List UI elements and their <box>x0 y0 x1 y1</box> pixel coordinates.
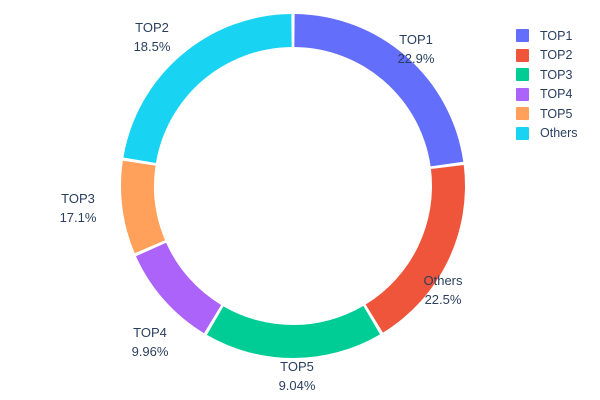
legend-swatch-icon <box>516 107 529 121</box>
donut-slice-top5[interactable] <box>121 160 166 254</box>
chart-legend: TOP1 TOP2 TOP3 TOP4 TOP5 Others <box>516 26 596 143</box>
legend-swatch-icon <box>516 87 529 101</box>
legend-item-top4[interactable]: TOP4 <box>516 85 596 105</box>
donut-slice-top4[interactable] <box>135 242 222 334</box>
legend-item-others[interactable]: Others <box>516 124 596 144</box>
legend-item-top3[interactable]: TOP3 <box>516 65 596 85</box>
legend-swatch-icon <box>516 48 529 62</box>
donut-slice-top3[interactable] <box>206 305 381 358</box>
legend-item-top1[interactable]: TOP1 <box>516 26 596 46</box>
donut-slice-top1[interactable] <box>294 14 464 167</box>
slice-label-value-top1: 22.9% <box>398 51 435 66</box>
donut-slice-others[interactable] <box>123 14 292 163</box>
legend-item-label: Others <box>540 126 578 141</box>
legend-item-top5[interactable]: TOP5 <box>516 104 596 124</box>
slice-label-name-others: Others <box>423 273 463 288</box>
donut-slices <box>121 14 465 358</box>
slice-label-name-top1: TOP1 <box>399 32 433 47</box>
slice-label-name-top2: TOP2 <box>135 20 169 35</box>
legend-item-top2[interactable]: TOP2 <box>516 46 596 66</box>
slice-label-value-top2: 18.5% <box>134 39 171 54</box>
legend-swatch-icon <box>516 29 529 43</box>
slice-label-value-top5: 9.04% <box>279 378 316 393</box>
legend-item-label: TOP3 <box>540 67 573 82</box>
donut-slice-labels: TOP1 22.9% TOP2 18.5% TOP3 17.1% TOP4 9.96% TOP5… <box>60 20 463 393</box>
slice-label-name-top5: TOP5 <box>280 359 314 374</box>
slice-label-value-others: 22.5% <box>425 292 462 307</box>
slice-label-value-top4: 9.96% <box>132 344 169 359</box>
legend-swatch-icon <box>516 68 529 82</box>
slice-label-name-top3: TOP3 <box>61 191 95 206</box>
legend-item-label: TOP1 <box>540 28 573 43</box>
legend-item-label: TOP4 <box>540 87 573 102</box>
slice-label-name-top4: TOP4 <box>133 325 167 340</box>
legend-item-label: TOP2 <box>540 48 573 63</box>
legend-swatch-icon <box>516 126 529 140</box>
slice-label-value-top3: 17.1% <box>60 210 97 225</box>
legend-item-label: TOP5 <box>540 106 573 121</box>
donut-slice-top2[interactable] <box>365 165 465 333</box>
